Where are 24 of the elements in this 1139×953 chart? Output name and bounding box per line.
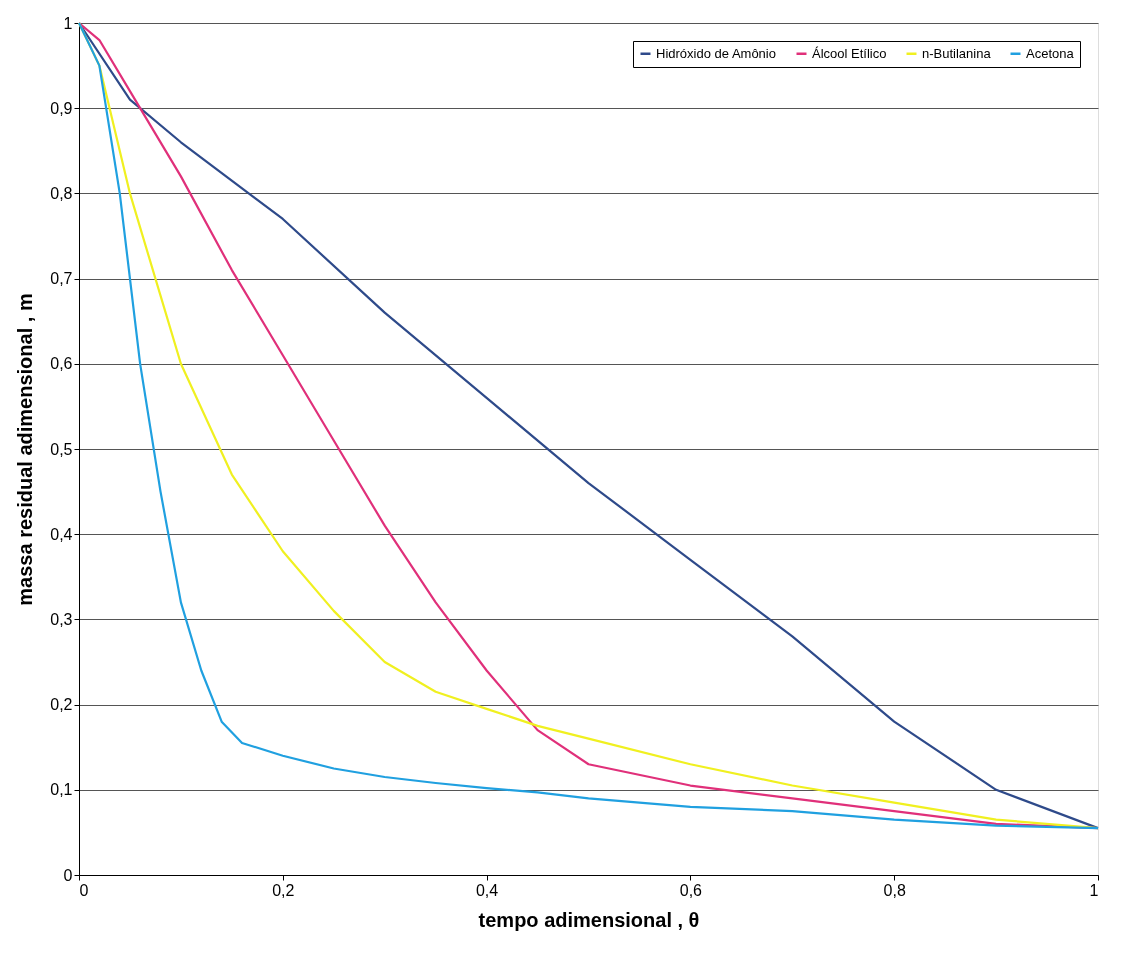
y-tick-label: 1: [63, 14, 73, 32]
legend-label: Acetona: [1026, 45, 1075, 61]
y-tick-label: 0,5: [50, 440, 73, 458]
y-tick-label: 0,1: [50, 781, 73, 799]
x-axis-title: tempo adimensional , θ: [478, 908, 700, 931]
y-tick-label: 0,6: [50, 355, 73, 373]
x-tick-label: 0,8: [883, 881, 906, 899]
y-tick-label: 0,7: [50, 270, 73, 288]
legend-label: n-Butilanina: [922, 45, 992, 61]
legend-label: Álcool Etílico: [812, 45, 887, 61]
y-axis-title: massa residual adimensional , m: [14, 293, 37, 606]
line-series: [77, 21, 1100, 830]
y-tick-label: 0,8: [50, 184, 73, 202]
y-tick-label: 0,2: [50, 696, 73, 714]
x-tick-label: 0: [79, 881, 89, 899]
y-tick-label: 0,4: [50, 525, 73, 543]
y-tick-label: 0,9: [50, 99, 73, 117]
y-tick-label: 0,3: [50, 610, 73, 628]
x-tick-label: 0,4: [475, 881, 499, 899]
legend-label: Hidróxido de Amônio: [656, 45, 776, 61]
y-tick-label: 0: [63, 866, 73, 884]
x-tick-label: 1: [1089, 881, 1099, 899]
x-tick-label: 0,2: [272, 881, 295, 899]
x-tick-label: 0,6: [679, 881, 703, 899]
